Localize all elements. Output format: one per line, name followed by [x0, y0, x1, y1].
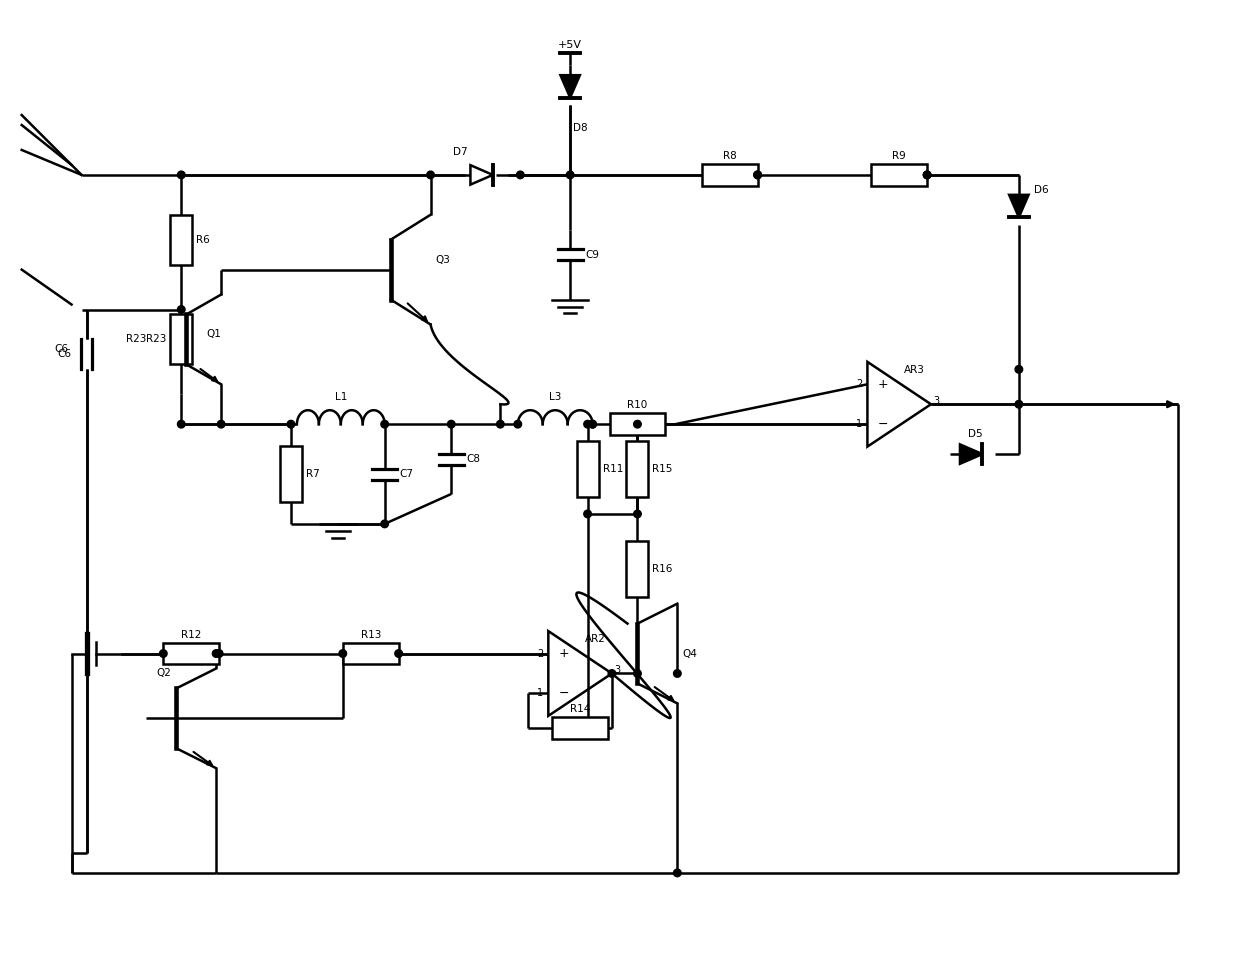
- Text: R15: R15: [652, 464, 673, 474]
- Text: −: −: [558, 687, 569, 700]
- Text: R6: R6: [196, 235, 210, 244]
- Text: C9: C9: [585, 249, 599, 260]
- Circle shape: [381, 520, 388, 528]
- Text: −: −: [878, 418, 888, 431]
- Circle shape: [1016, 400, 1023, 408]
- Text: C6: C6: [57, 350, 72, 359]
- Circle shape: [924, 171, 931, 178]
- Text: 3: 3: [932, 396, 939, 406]
- Bar: [552, 717, 608, 739]
- Circle shape: [584, 510, 591, 518]
- Text: R14: R14: [570, 704, 590, 714]
- Text: AR2: AR2: [585, 634, 606, 644]
- Circle shape: [177, 306, 185, 314]
- Text: 2: 2: [537, 649, 543, 658]
- Bar: [164, 643, 219, 664]
- Text: Q4: Q4: [682, 649, 697, 658]
- Circle shape: [673, 670, 681, 677]
- Text: R7: R7: [306, 469, 320, 479]
- Polygon shape: [960, 444, 982, 464]
- Text: Q2: Q2: [156, 668, 171, 679]
- Bar: [342, 643, 398, 664]
- Text: R10: R10: [627, 400, 647, 410]
- Text: +: +: [558, 647, 569, 660]
- Circle shape: [567, 171, 574, 178]
- Circle shape: [584, 421, 591, 428]
- Circle shape: [212, 650, 219, 657]
- Circle shape: [381, 421, 388, 428]
- Circle shape: [517, 171, 525, 178]
- Text: D8: D8: [573, 123, 588, 133]
- Text: R9: R9: [893, 151, 906, 161]
- Circle shape: [177, 171, 185, 178]
- Circle shape: [754, 171, 761, 178]
- Circle shape: [394, 650, 403, 657]
- Text: R11: R11: [603, 464, 622, 474]
- Bar: [280, 446, 301, 502]
- Polygon shape: [560, 75, 580, 97]
- Circle shape: [177, 421, 185, 428]
- Circle shape: [1016, 365, 1023, 373]
- Text: R13: R13: [361, 629, 381, 640]
- Bar: [626, 541, 649, 597]
- Circle shape: [634, 510, 641, 518]
- Bar: [626, 441, 649, 497]
- Circle shape: [288, 421, 295, 428]
- Circle shape: [448, 421, 455, 428]
- Circle shape: [589, 421, 596, 428]
- Text: 2: 2: [856, 379, 863, 390]
- Circle shape: [216, 650, 223, 657]
- Polygon shape: [470, 166, 492, 185]
- Circle shape: [496, 421, 505, 428]
- Text: 1: 1: [537, 689, 543, 698]
- Text: Q1: Q1: [206, 329, 221, 339]
- Text: C6: C6: [55, 345, 68, 355]
- Circle shape: [515, 421, 522, 428]
- Text: D7: D7: [453, 147, 467, 157]
- Text: R23: R23: [126, 334, 146, 345]
- Polygon shape: [1009, 195, 1029, 217]
- Text: R8: R8: [723, 151, 737, 161]
- Circle shape: [217, 421, 224, 428]
- Text: 1: 1: [857, 419, 863, 430]
- Circle shape: [608, 670, 616, 677]
- Circle shape: [924, 171, 931, 178]
- Circle shape: [427, 171, 434, 178]
- Text: R12: R12: [181, 629, 201, 640]
- Circle shape: [634, 421, 641, 428]
- Text: AR3: AR3: [904, 365, 925, 375]
- Circle shape: [754, 171, 761, 178]
- Text: R16: R16: [652, 564, 673, 574]
- Text: 3: 3: [614, 665, 620, 676]
- Text: L1: L1: [335, 393, 347, 402]
- Bar: [577, 441, 599, 497]
- Circle shape: [160, 650, 167, 657]
- Text: R23: R23: [146, 334, 166, 345]
- Text: C8: C8: [466, 454, 480, 464]
- Bar: [702, 164, 758, 186]
- Circle shape: [339, 650, 347, 657]
- Text: D6: D6: [1034, 185, 1049, 195]
- Circle shape: [634, 670, 641, 677]
- Bar: [170, 215, 192, 265]
- Text: +5V: +5V: [558, 40, 582, 51]
- Text: Q3: Q3: [435, 254, 450, 265]
- Circle shape: [673, 869, 681, 877]
- Text: +: +: [878, 378, 888, 391]
- Bar: [170, 315, 192, 364]
- Bar: [872, 164, 928, 186]
- Text: D5: D5: [967, 430, 982, 439]
- Text: C7: C7: [399, 469, 414, 479]
- Bar: [610, 413, 666, 435]
- Text: L3: L3: [549, 393, 562, 402]
- Circle shape: [589, 421, 596, 428]
